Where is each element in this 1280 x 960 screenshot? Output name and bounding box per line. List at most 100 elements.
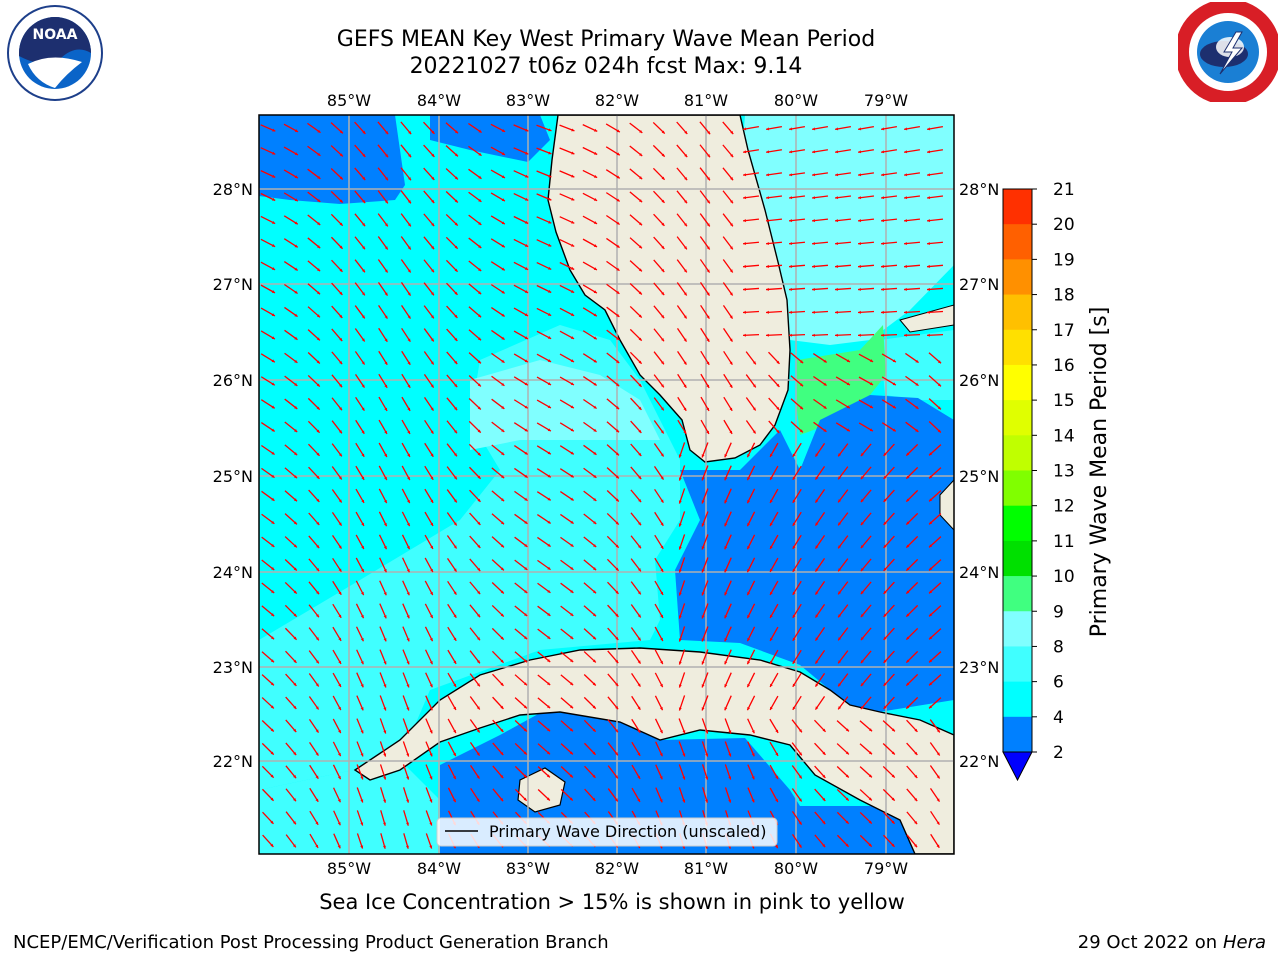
wave-arrow — [284, 306, 298, 318]
wave-arrow — [883, 512, 895, 526]
wave-arrow — [837, 512, 849, 526]
wave-arrow — [766, 126, 782, 131]
wave-arrow — [792, 557, 802, 573]
period-6-8-region-gulf — [259, 325, 680, 790]
wave-arrow — [629, 122, 643, 134]
wave-arrow — [355, 396, 365, 412]
wave-arrow — [447, 695, 457, 711]
wave-arrow — [859, 789, 873, 801]
wave-arrow — [331, 535, 343, 549]
wave-arrow — [260, 307, 276, 317]
wave-arrow — [423, 397, 435, 411]
wave-arrow — [583, 398, 597, 410]
wave-arrow — [307, 283, 321, 295]
wave-arrow — [724, 672, 732, 688]
wave-arrow — [309, 764, 319, 780]
wave-arrow — [699, 282, 711, 296]
wave-arrow — [653, 443, 665, 457]
wave-arrow — [513, 193, 529, 201]
wave-arrow — [837, 443, 849, 457]
wave-arrow — [402, 672, 410, 688]
wave-arrow — [653, 328, 665, 342]
wave-arrow — [722, 236, 734, 250]
colorbar-tick-label: 19 — [1053, 250, 1075, 270]
wave-arrow — [722, 144, 734, 158]
wave-arrow — [490, 261, 506, 271]
wave-arrow — [514, 765, 528, 779]
wave-arrow — [883, 466, 895, 480]
wave-arrow — [354, 259, 366, 273]
wave-arrow — [678, 534, 686, 550]
colorbar-segment — [1003, 189, 1032, 225]
wave-arrow — [881, 422, 897, 432]
wave-arrow — [724, 511, 732, 527]
wave-arrow — [858, 126, 874, 131]
wave-arrow — [468, 260, 482, 272]
lat-tick-label: 28°N — [959, 180, 999, 199]
wave-arrow — [560, 788, 574, 802]
wave-arrow — [332, 787, 342, 803]
wave-arrow — [723, 419, 733, 435]
wave-arrow — [283, 238, 299, 248]
wave-arrow — [354, 121, 366, 135]
wave-arrow — [490, 146, 506, 156]
wave-arrow — [792, 534, 802, 550]
wave-arrow — [468, 168, 482, 180]
lon-tick-label: 84°W — [417, 91, 461, 110]
colorbar-segment — [1003, 716, 1032, 753]
wave-arrow — [700, 396, 710, 412]
wave-arrow — [446, 489, 458, 503]
wave-arrow — [400, 259, 412, 273]
wave-arrow — [792, 626, 802, 642]
wave-arrow — [583, 582, 597, 594]
wave-arrow — [677, 350, 687, 366]
wave-arrow — [377, 213, 389, 227]
wave-arrow — [859, 766, 873, 778]
wave-arrow — [285, 673, 297, 687]
wave-arrow — [284, 604, 298, 618]
wave-arrow — [654, 557, 664, 573]
wave-arrow — [260, 399, 276, 409]
wave-arrow — [401, 350, 411, 366]
footer-date: 29 Oct 2022 on Hera — [1077, 932, 1266, 953]
wave-arrow — [607, 742, 619, 756]
wave-arrow — [378, 534, 388, 550]
wave-arrow — [883, 535, 895, 549]
wave-arrow — [559, 445, 575, 455]
wave-arrow — [905, 650, 919, 664]
wave-arrow — [307, 352, 321, 364]
wave-arrow — [606, 352, 620, 364]
wave-arrow — [746, 442, 756, 458]
wave-arrow — [654, 580, 664, 596]
wave-arrow — [881, 376, 897, 386]
wave-arrow — [582, 238, 598, 248]
wave-arrow — [400, 213, 412, 227]
wave-arrow — [765, 218, 783, 223]
colorbar-segment — [1003, 540, 1032, 577]
wave-arrow — [788, 195, 806, 200]
wave-arrow — [701, 603, 709, 619]
wave-arrow — [332, 649, 342, 665]
period-8-9-region-gulf — [470, 360, 660, 450]
wave-arrow — [285, 650, 297, 664]
wave-arrow — [882, 765, 896, 779]
wave-arrow — [261, 788, 275, 802]
wave-arrow — [629, 283, 643, 295]
wave-arrow — [631, 695, 641, 711]
wave-arrow — [629, 351, 643, 365]
wave-arrow — [309, 787, 319, 803]
colorbar-segment — [1003, 611, 1032, 647]
wave-arrow — [261, 742, 275, 756]
wave-arrow — [423, 144, 435, 158]
wave-arrow — [536, 124, 552, 132]
wave-arrow — [653, 420, 665, 434]
wave-arrow — [468, 420, 482, 434]
wave-arrow — [929, 788, 941, 802]
wave-arrow — [559, 422, 575, 432]
wave-arrow — [331, 397, 343, 411]
wave-arrow — [880, 195, 898, 200]
wave-arrow — [676, 328, 688, 342]
wave-arrow — [769, 718, 779, 734]
wave-arrow — [926, 310, 944, 314]
wave-arrow — [332, 626, 342, 642]
